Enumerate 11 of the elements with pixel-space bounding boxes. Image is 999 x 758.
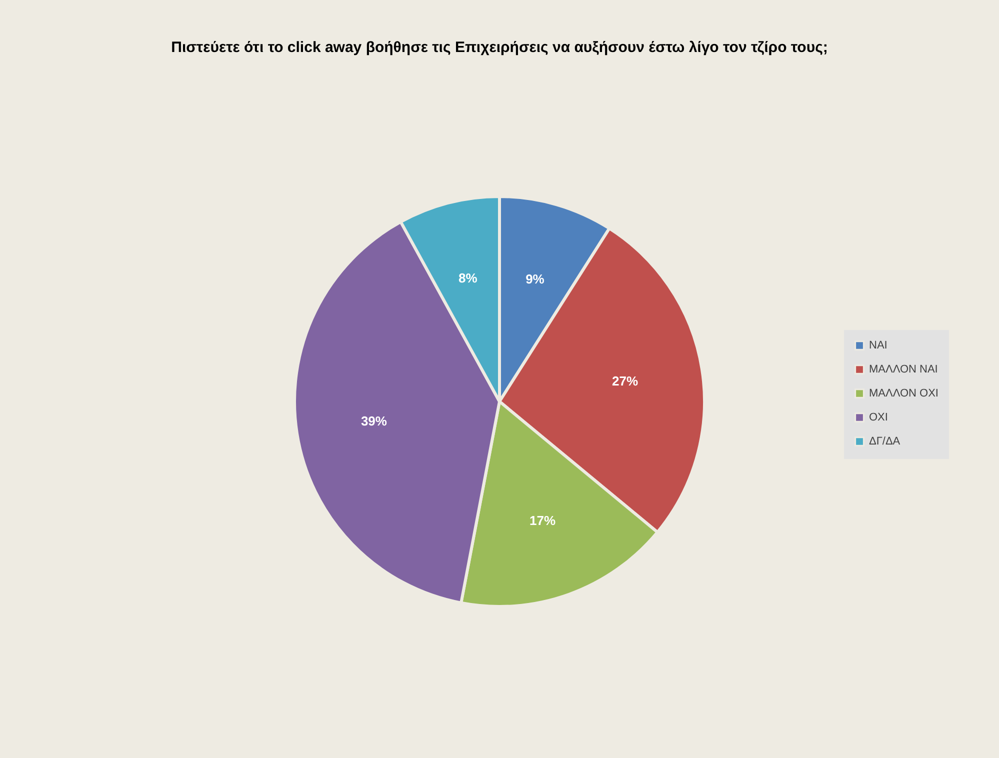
data-label: 27% [612, 374, 638, 389]
data-label: 39% [360, 413, 388, 428]
legend-label: ΔΓ/ΔΑ [869, 436, 901, 448]
legend-label: ΜΑΛΛΟΝ ΟΧΙ [869, 388, 938, 400]
legend-label: ΝΑΙ [869, 340, 888, 352]
chart-title: Πιστεύετε ότι το click away βοήθησε τις Επιχειρήσεις να αυξήσουν έστω λίγο τον τζίρο τους; [171, 39, 828, 56]
legend-label: ΟΧΙ [869, 412, 888, 424]
data-label: 8% [458, 270, 478, 286]
data-label: 17% [530, 513, 556, 528]
legend-label: ΜΑΛΛΟΝ ΝΑΙ [869, 364, 938, 376]
data-label: 9% [526, 271, 545, 286]
